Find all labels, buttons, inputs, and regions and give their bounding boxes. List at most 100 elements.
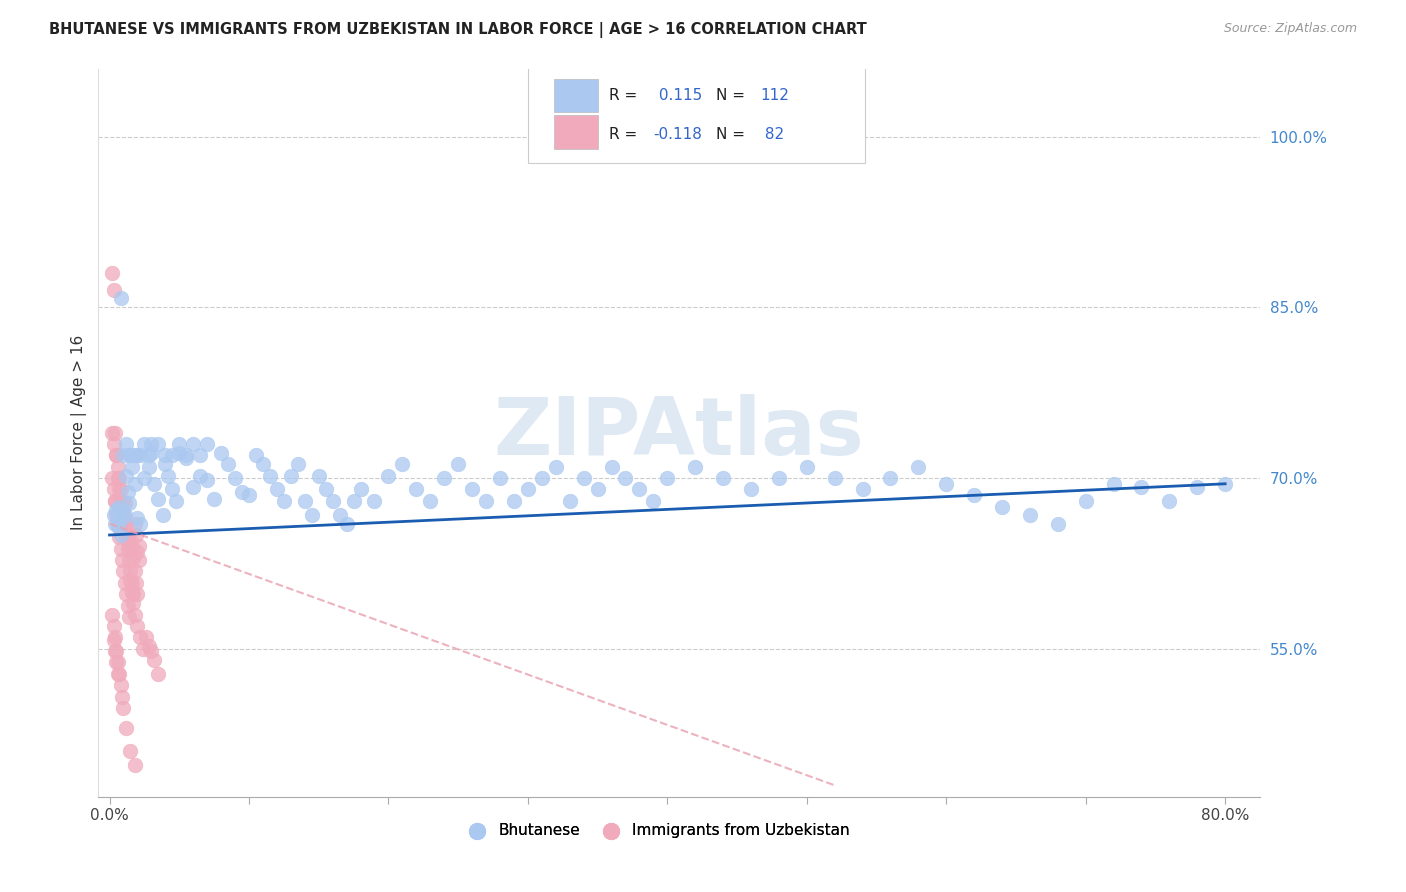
Point bbox=[167, 437, 190, 451]
Point bbox=[308, 468, 330, 483]
Point bbox=[461, 483, 484, 497]
Point bbox=[181, 437, 204, 451]
Point bbox=[107, 519, 129, 533]
Point bbox=[138, 459, 160, 474]
Point bbox=[122, 550, 145, 565]
Point bbox=[935, 476, 957, 491]
Point bbox=[391, 458, 413, 472]
Point bbox=[127, 448, 149, 462]
Point bbox=[129, 631, 152, 645]
Point bbox=[148, 491, 170, 506]
Point bbox=[252, 458, 274, 472]
Point bbox=[110, 291, 132, 305]
Point bbox=[148, 666, 170, 681]
Point bbox=[108, 471, 131, 485]
Point bbox=[112, 701, 135, 715]
Point bbox=[991, 500, 1014, 514]
Point bbox=[740, 483, 762, 497]
Point bbox=[112, 516, 135, 531]
Point bbox=[628, 483, 651, 497]
Point bbox=[103, 437, 125, 451]
Point bbox=[121, 459, 143, 474]
Point bbox=[711, 471, 734, 485]
Text: 82: 82 bbox=[761, 127, 785, 142]
Point bbox=[138, 640, 160, 654]
Point bbox=[111, 494, 134, 508]
Point bbox=[107, 656, 129, 670]
Point bbox=[141, 446, 163, 460]
Point bbox=[614, 471, 637, 485]
Point bbox=[114, 575, 136, 590]
Point bbox=[558, 494, 581, 508]
Text: -0.118: -0.118 bbox=[654, 127, 703, 142]
Point bbox=[181, 480, 204, 494]
Text: Source: ZipAtlas.com: Source: ZipAtlas.com bbox=[1223, 22, 1357, 36]
Point bbox=[195, 437, 218, 451]
Point bbox=[121, 575, 143, 590]
Point bbox=[1019, 508, 1042, 522]
Point bbox=[115, 587, 138, 601]
Point bbox=[120, 528, 142, 542]
Point bbox=[105, 448, 128, 462]
Point bbox=[143, 653, 166, 667]
Point bbox=[1213, 476, 1236, 491]
Point bbox=[301, 508, 323, 522]
Point bbox=[122, 587, 145, 601]
Point bbox=[530, 471, 553, 485]
Point bbox=[114, 508, 136, 522]
Point bbox=[245, 448, 267, 462]
Point bbox=[124, 607, 146, 622]
Point bbox=[105, 448, 128, 462]
Point bbox=[224, 471, 246, 485]
Point bbox=[110, 494, 132, 508]
Point bbox=[105, 644, 128, 658]
Point bbox=[907, 459, 929, 474]
Point bbox=[287, 458, 309, 472]
Point bbox=[108, 500, 131, 514]
Point bbox=[110, 678, 132, 692]
Point bbox=[643, 494, 665, 508]
Point bbox=[879, 471, 901, 485]
Point bbox=[202, 491, 225, 506]
Point bbox=[152, 508, 174, 522]
Point bbox=[118, 496, 141, 510]
Point bbox=[107, 471, 129, 485]
Point bbox=[110, 541, 132, 556]
Point bbox=[112, 508, 135, 522]
Point bbox=[586, 483, 609, 497]
Point bbox=[114, 496, 136, 510]
Point bbox=[134, 437, 156, 451]
Point bbox=[117, 541, 139, 556]
Point bbox=[118, 540, 141, 554]
Point bbox=[363, 494, 385, 508]
Point bbox=[516, 483, 538, 497]
Point bbox=[104, 494, 127, 508]
Point bbox=[280, 468, 302, 483]
Point bbox=[124, 476, 146, 491]
Point bbox=[188, 448, 211, 462]
Point bbox=[315, 483, 337, 497]
Point bbox=[108, 530, 131, 544]
Point bbox=[129, 516, 152, 531]
Point bbox=[174, 450, 197, 465]
Point bbox=[768, 471, 790, 485]
Point bbox=[117, 528, 139, 542]
FancyBboxPatch shape bbox=[529, 62, 865, 163]
Point bbox=[104, 425, 127, 440]
Point bbox=[475, 494, 498, 508]
Point bbox=[103, 483, 125, 497]
Text: R =: R = bbox=[609, 127, 643, 142]
Point bbox=[111, 553, 134, 567]
Point bbox=[1159, 494, 1181, 508]
Point bbox=[824, 471, 846, 485]
Point bbox=[103, 632, 125, 647]
Point bbox=[112, 565, 135, 579]
Point bbox=[117, 599, 139, 613]
Point bbox=[127, 587, 149, 601]
Point bbox=[129, 448, 152, 462]
Point bbox=[141, 437, 163, 451]
Point bbox=[165, 494, 187, 508]
Point bbox=[111, 690, 134, 704]
Point bbox=[107, 666, 129, 681]
Point bbox=[167, 446, 190, 460]
